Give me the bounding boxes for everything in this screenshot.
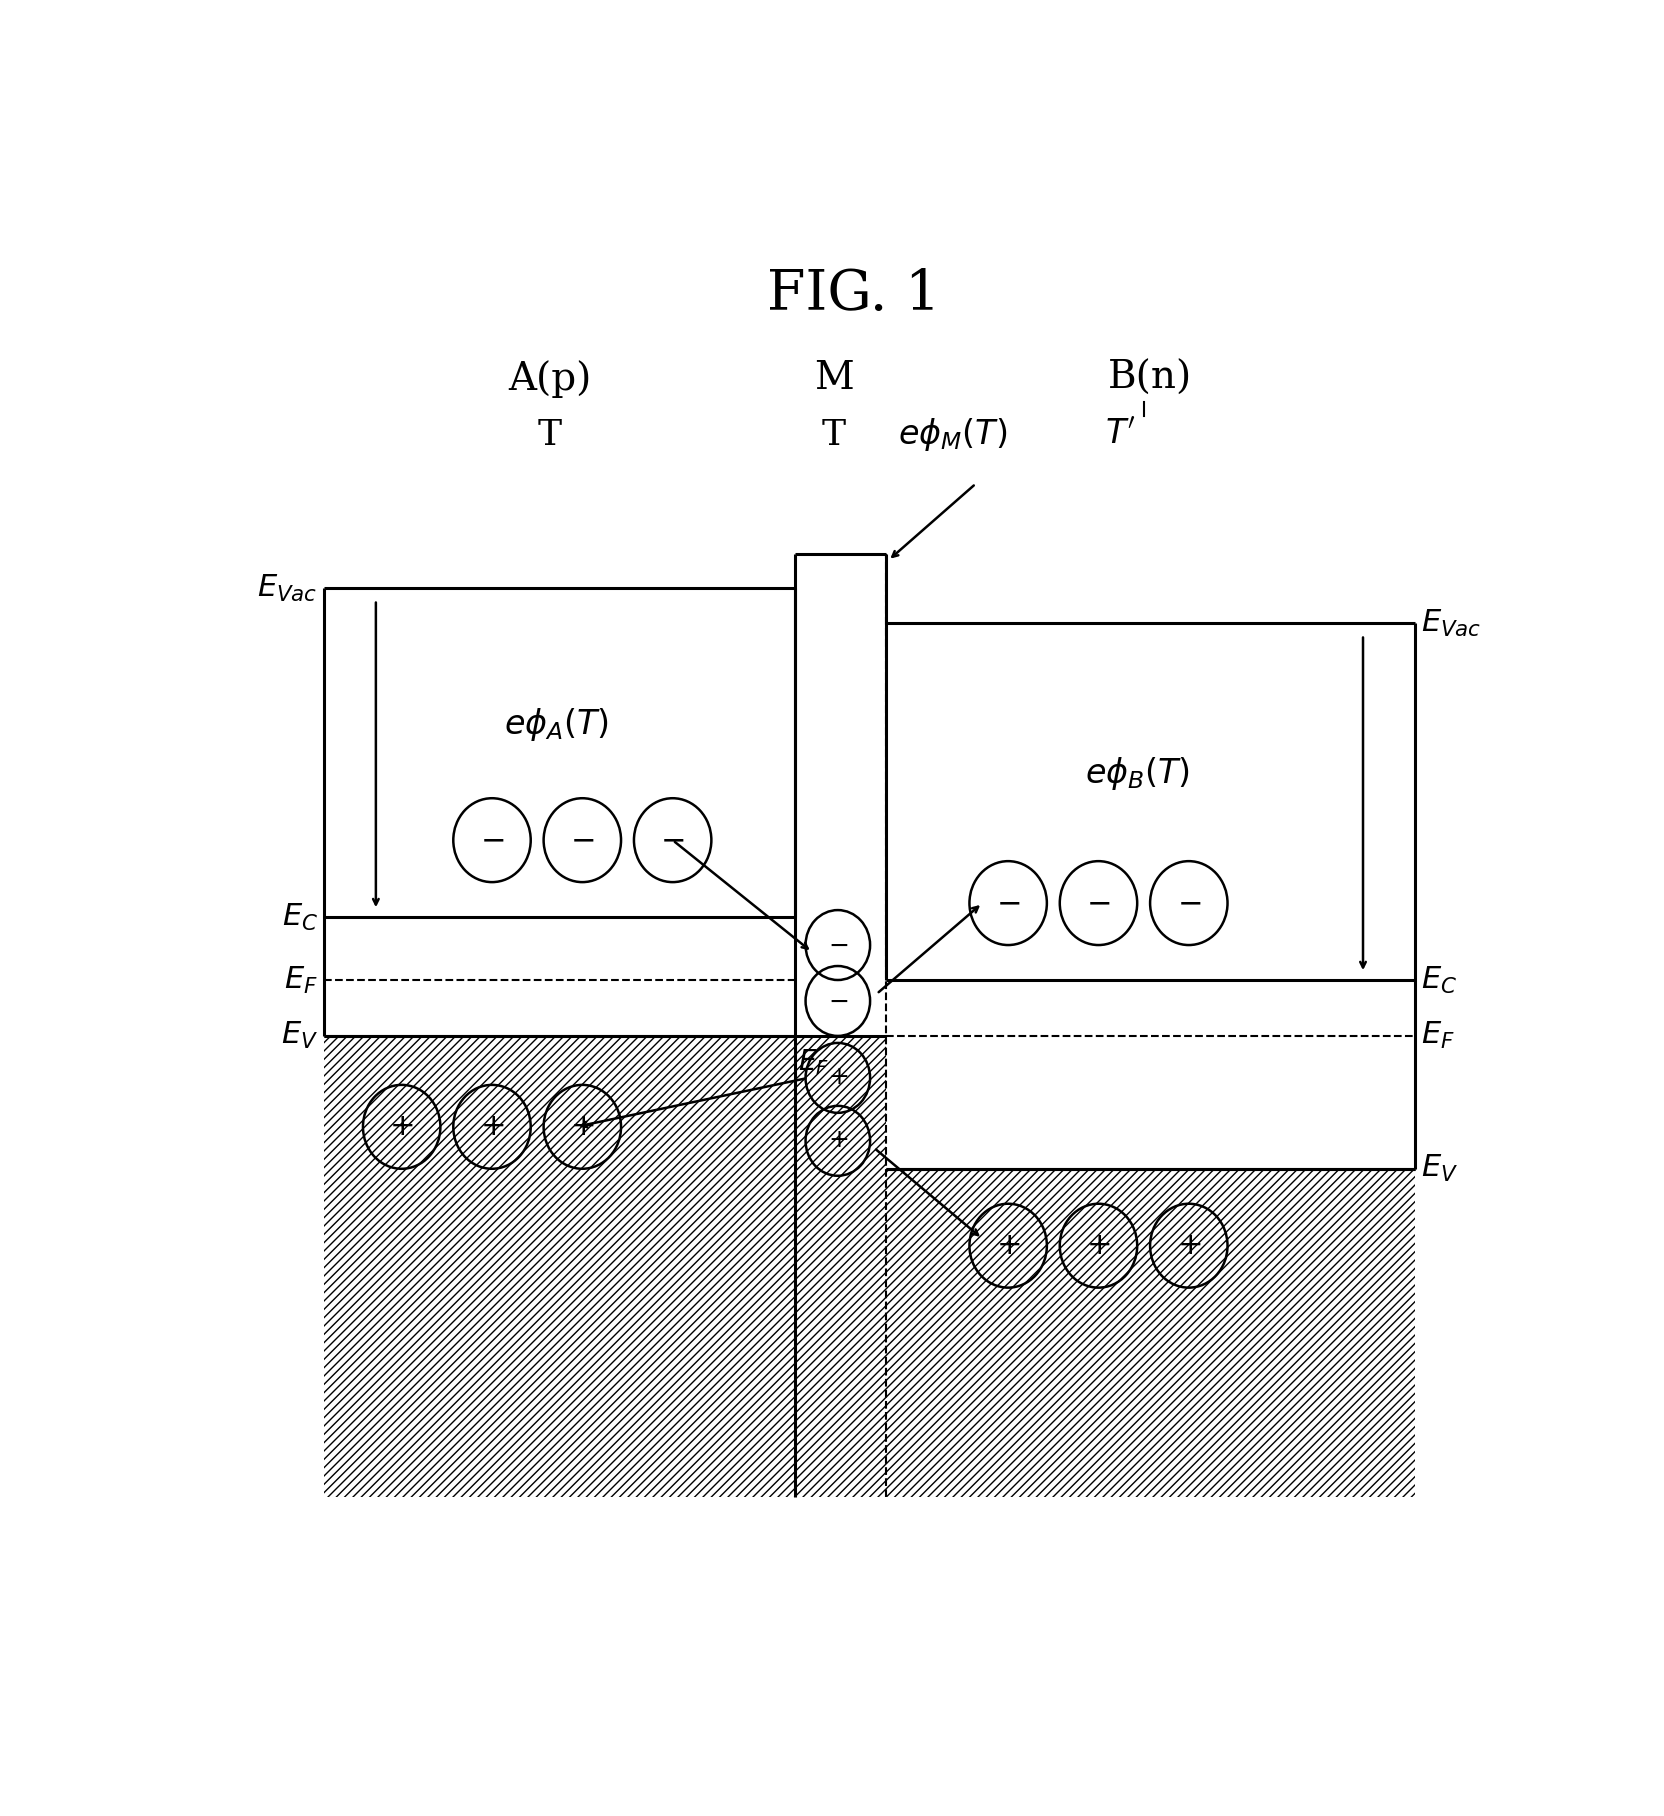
Text: $E_F$: $E_F$ [797,1048,829,1077]
Text: $-$: $-$ [1176,888,1200,919]
Text: FIG. 1: FIG. 1 [765,267,940,321]
Text: $-$: $-$ [995,888,1020,919]
Text: $+$: $+$ [995,1229,1020,1260]
Text: $T'$: $T'$ [1105,419,1135,450]
Text: $E_C$: $E_C$ [281,901,318,933]
Text: $E_V$: $E_V$ [281,1021,318,1051]
Bar [795,1035,885,1498]
Text: $-$: $-$ [569,824,594,855]
Text: $-$: $-$ [827,933,847,957]
Text: $e\phi_B(T)$: $e\phi_B(T)$ [1083,755,1190,792]
Text: $E_C$: $E_C$ [1421,964,1456,995]
Text: $+$: $+$ [569,1111,594,1142]
Text: $E_F$: $E_F$ [285,964,318,995]
Bar [324,1035,795,1498]
Bar [885,1170,1414,1498]
Text: $+$: $+$ [827,1066,847,1090]
Text: $e\phi_A(T)$: $e\phi_A(T)$ [504,706,609,743]
Text: $+$: $+$ [389,1111,414,1142]
Text: $+$: $+$ [1085,1229,1110,1260]
Text: A(p): A(p) [508,360,591,398]
Text: $+$: $+$ [479,1111,504,1142]
Text: B(n): B(n) [1107,360,1191,398]
Text: $-$: $-$ [661,824,684,855]
Text: $-$: $-$ [1085,888,1110,919]
Text: M: M [814,360,854,398]
Text: $+$: $+$ [1176,1229,1200,1260]
Text: $-$: $-$ [479,824,504,855]
Text: $E_F$: $E_F$ [1421,1021,1454,1051]
Text: $E_{Vac}$: $E_{Vac}$ [258,572,318,605]
Text: $E_{Vac}$: $E_{Vac}$ [1421,608,1481,639]
Text: $-$: $-$ [827,990,847,1013]
Text: T: T [822,418,845,452]
Text: $E_V$: $E_V$ [1421,1153,1458,1184]
Text: $e\phi_M(T)$: $e\phi_M(T)$ [899,416,1007,454]
Text: $+$: $+$ [827,1130,847,1153]
Text: T: T [537,418,562,452]
